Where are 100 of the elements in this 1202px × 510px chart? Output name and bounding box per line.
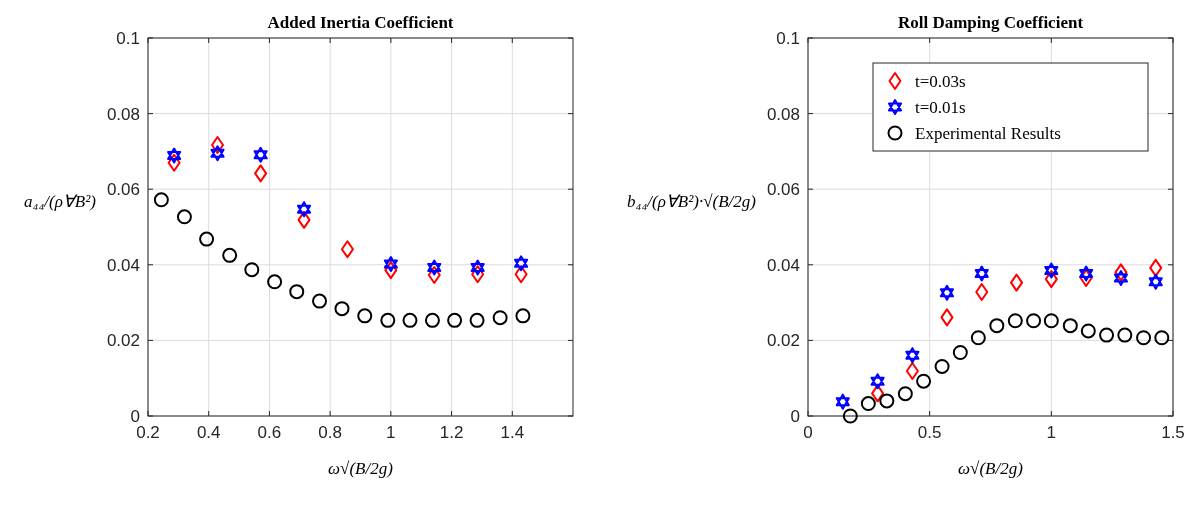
point: [842, 408, 858, 424]
point: [1114, 263, 1128, 282]
point: [1010, 273, 1024, 292]
point: [167, 147, 182, 164]
y-axis-title: b₄₄/(ρ∀B²)·√(B/2g): [626, 192, 757, 211]
point: [211, 135, 225, 154]
point: [939, 284, 955, 301]
y-tick-label: 0.04: [766, 255, 800, 275]
x-tick-label: 1: [386, 423, 396, 442]
point: [267, 274, 283, 290]
x-axis-title: ω√(B/2g): [328, 459, 394, 478]
point: [970, 330, 986, 346]
point: [1044, 262, 1059, 279]
y-tick-label: 0.02: [106, 331, 140, 351]
point: [402, 312, 418, 328]
x-tick-label: 1.4: [500, 423, 525, 442]
y-tick-label: 0.08: [106, 104, 140, 124]
point: [1080, 323, 1096, 339]
point: [934, 358, 950, 374]
point: [312, 293, 328, 309]
point: [199, 231, 215, 247]
point: [514, 265, 528, 284]
chart-title: Roll Damping Coefficient: [897, 13, 1084, 32]
x-tick-label: 0: [803, 423, 813, 442]
point: [1099, 327, 1115, 343]
legend-label: t=0.01s: [915, 98, 966, 117]
point: [334, 301, 350, 317]
point: [905, 362, 919, 381]
point: [427, 259, 442, 276]
point: [153, 192, 169, 208]
y-tick-label: 0.04: [106, 255, 140, 275]
point: [860, 396, 876, 412]
point: [210, 145, 225, 162]
x-tick-label: 0.6: [257, 423, 282, 442]
y-tick-label: 0.06: [766, 180, 800, 200]
y-tick-label: 0: [790, 407, 800, 426]
point: [879, 393, 895, 409]
chart-title: Added Inertia Coefficient: [267, 13, 454, 32]
point: [384, 261, 398, 280]
point: [424, 312, 440, 328]
point: [897, 386, 913, 402]
point: [492, 310, 508, 326]
point: [244, 262, 260, 278]
point: [515, 308, 531, 324]
point: [974, 265, 989, 282]
y-tick-label: 0.02: [766, 331, 800, 351]
point: [940, 308, 954, 327]
point: [1007, 313, 1023, 329]
point: [916, 373, 932, 389]
x-tick-label: 1.2: [439, 423, 464, 442]
point: [1043, 313, 1059, 329]
point: [952, 345, 968, 360]
point: [1149, 258, 1163, 277]
point: [167, 153, 181, 172]
y-axis-title: a₄₄/(ρ∀B²): [23, 192, 97, 211]
point: [253, 146, 268, 163]
legend-label: Experimental Results: [915, 124, 1061, 143]
point: [297, 210, 311, 229]
y-tick-label: 0.1: [116, 29, 140, 48]
point: [1117, 327, 1133, 343]
legend-label: t=0.03s: [915, 72, 966, 91]
point: [357, 308, 373, 324]
point: [383, 256, 398, 273]
point: [380, 312, 396, 328]
point: [1148, 273, 1163, 290]
x-tick-label: 0.5: [917, 423, 942, 442]
x-tick-label: 0.8: [318, 423, 342, 442]
x-tick-label: 0.4: [196, 423, 221, 442]
point: [1113, 270, 1128, 287]
point: [296, 201, 312, 218]
point: [427, 266, 441, 285]
point: [222, 247, 238, 263]
y-tick-label: 0.1: [776, 29, 800, 48]
point: [470, 259, 485, 276]
point: [471, 265, 485, 284]
point: [447, 312, 463, 328]
point: [340, 240, 354, 259]
point: [514, 255, 529, 272]
point: [1154, 330, 1170, 346]
point: [176, 209, 192, 225]
point: [871, 384, 885, 403]
point: [1026, 313, 1042, 329]
point: [1079, 265, 1094, 282]
point: [905, 347, 920, 364]
point: [1136, 330, 1152, 346]
x-tick-label: 0.2: [136, 423, 160, 442]
x-axis-title: ω√(B/2g): [958, 459, 1024, 478]
x-tick-label: 1.5: [1161, 423, 1185, 442]
y-tick-label: 0: [130, 407, 140, 426]
point: [989, 318, 1005, 334]
point: [1062, 318, 1078, 334]
point: [469, 312, 485, 328]
point: [1044, 270, 1058, 289]
y-tick-label: 0.06: [106, 180, 140, 200]
point: [835, 393, 850, 410]
x-tick-label: 1: [1046, 423, 1057, 442]
y-tick-label: 0.08: [766, 104, 800, 124]
point: [1079, 269, 1093, 288]
point: [975, 283, 989, 302]
point: [254, 164, 268, 183]
